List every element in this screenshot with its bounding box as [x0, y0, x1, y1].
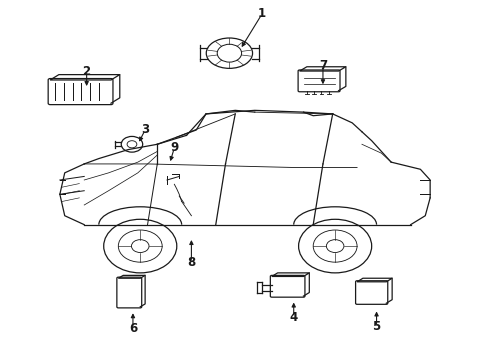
Text: 9: 9 [170, 141, 178, 154]
Text: 7: 7 [319, 59, 327, 72]
Text: 4: 4 [290, 311, 298, 324]
Text: 3: 3 [141, 123, 149, 136]
Text: 1: 1 [258, 8, 266, 21]
Text: 6: 6 [129, 322, 137, 335]
Text: 5: 5 [372, 320, 381, 333]
Text: 8: 8 [187, 256, 196, 269]
Text: 2: 2 [83, 64, 91, 77]
